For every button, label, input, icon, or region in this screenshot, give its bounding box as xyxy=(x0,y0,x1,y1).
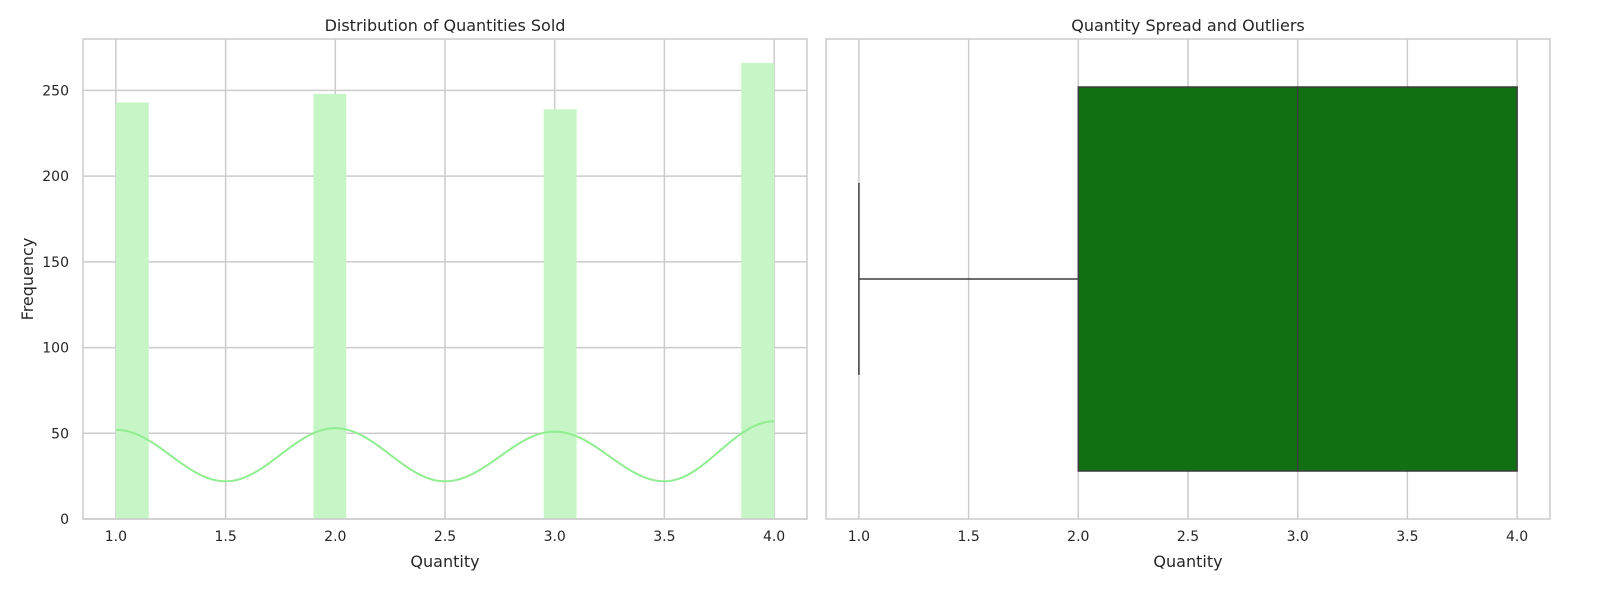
histogram-bar xyxy=(543,109,577,520)
x-tick-label: 1.0 xyxy=(848,529,870,545)
y-tick-label: 250 xyxy=(42,83,69,99)
x-tick-label: 2.0 xyxy=(1067,529,1089,545)
x-tick-label: 3.5 xyxy=(653,529,675,545)
x-tick-label: 2.5 xyxy=(434,529,456,545)
boxplot-x-axis-label: Quantity xyxy=(1153,552,1222,571)
boxplot-title: Quantity Spread and Outliers xyxy=(1071,16,1305,35)
histogram-bars xyxy=(115,63,775,520)
y-tick-label: 150 xyxy=(42,255,69,271)
y-tick-label: 100 xyxy=(42,341,69,357)
y-tick-label: 0 xyxy=(60,512,69,528)
histogram-title: Distribution of Quantities Sold xyxy=(325,16,566,35)
boxplot-x-ticks: 1.0 1.5 2.0 2.5 3.0 3.5 4.0 xyxy=(848,529,1528,545)
x-tick-label: 4.0 xyxy=(763,529,785,545)
boxplot-frame xyxy=(825,38,1551,520)
x-tick-label: 1.5 xyxy=(957,529,979,545)
histogram-x-ticks: 1.0 1.5 2.0 2.5 3.0 3.5 4.0 xyxy=(105,529,785,545)
histogram-panel: 1.0 1.5 2.0 2.5 3.0 3.5 4.0 0 50 100 150 200 250 Di… xyxy=(18,16,808,571)
x-tick-label: 2.5 xyxy=(1177,529,1199,545)
histogram-bar xyxy=(741,63,775,519)
x-tick-label: 4.0 xyxy=(1506,529,1528,545)
histogram-x-axis-label: Quantity xyxy=(410,552,479,571)
histogram-y-axis-label: Frequency xyxy=(18,238,37,321)
x-tick-label: 2.0 xyxy=(324,529,346,545)
y-tick-label: 200 xyxy=(42,169,69,185)
histogram-bar xyxy=(313,93,347,519)
kde-curve xyxy=(115,420,775,483)
histogram-bar xyxy=(115,102,149,519)
x-tick-label: 1.0 xyxy=(105,529,127,545)
boxplot-panel: 1.0 1.5 2.0 2.5 3.0 3.5 4.0 Quantity Spread an… xyxy=(825,16,1551,571)
y-tick-label: 50 xyxy=(51,426,69,442)
histogram-grid xyxy=(83,39,807,520)
histogram-frame xyxy=(82,38,808,520)
x-tick-label: 3.0 xyxy=(1287,529,1309,545)
x-tick-label: 1.5 xyxy=(214,529,236,545)
x-tick-label: 3.0 xyxy=(544,529,566,545)
histogram-y-ticks: 0 50 100 150 200 250 xyxy=(42,83,69,528)
x-tick-label: 3.5 xyxy=(1396,529,1418,545)
